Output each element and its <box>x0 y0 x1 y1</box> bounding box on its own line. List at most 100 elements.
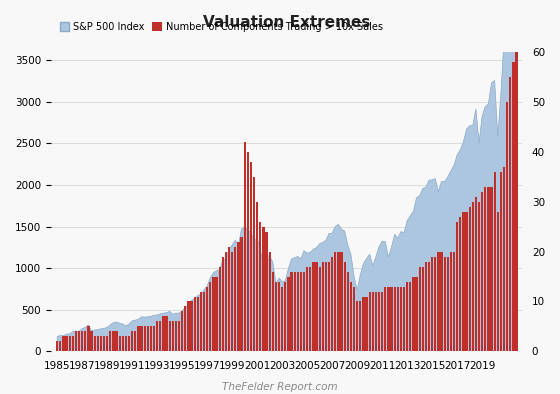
Bar <box>509 77 511 351</box>
Bar <box>453 252 455 351</box>
Bar <box>206 286 208 351</box>
Bar <box>372 292 374 351</box>
Bar <box>113 331 115 351</box>
Bar <box>162 316 165 351</box>
Bar <box>463 212 465 351</box>
Bar <box>312 262 315 351</box>
Bar <box>440 252 442 351</box>
Bar <box>225 252 227 351</box>
Bar <box>87 327 90 351</box>
Bar <box>66 336 68 351</box>
Bar <box>103 336 105 351</box>
Bar <box>353 286 355 351</box>
Bar <box>328 262 330 351</box>
Bar <box>500 172 502 351</box>
Bar <box>147 327 149 351</box>
Bar <box>141 327 143 351</box>
Bar <box>303 271 305 351</box>
Bar <box>159 322 161 351</box>
Bar <box>469 207 471 351</box>
Bar <box>484 187 487 351</box>
Bar <box>309 267 311 351</box>
Bar <box>247 152 249 351</box>
Title: Valuation Extremes: Valuation Extremes <box>203 15 370 30</box>
Bar <box>459 217 461 351</box>
Bar <box>62 336 64 351</box>
Bar <box>169 322 171 351</box>
Bar <box>131 331 133 351</box>
Bar <box>265 232 268 351</box>
Bar <box>306 267 309 351</box>
Bar <box>422 267 424 351</box>
Bar <box>331 256 333 351</box>
Bar <box>381 292 383 351</box>
Bar <box>253 177 255 351</box>
Bar <box>175 322 177 351</box>
Bar <box>188 301 190 351</box>
Text: TheFelder Report.com: TheFelder Report.com <box>222 382 338 392</box>
Bar <box>475 197 477 351</box>
Bar <box>100 336 102 351</box>
Bar <box>75 331 77 351</box>
Bar <box>409 282 412 351</box>
Bar <box>418 267 421 351</box>
Bar <box>366 297 368 351</box>
Bar <box>425 262 427 351</box>
Bar <box>291 271 293 351</box>
Bar <box>250 162 252 351</box>
Bar <box>293 271 296 351</box>
Bar <box>94 336 96 351</box>
Bar <box>287 277 290 351</box>
Bar <box>165 316 167 351</box>
Bar <box>59 342 62 351</box>
Bar <box>375 292 377 351</box>
Bar <box>172 322 174 351</box>
Bar <box>297 271 299 351</box>
Bar <box>143 327 146 351</box>
Bar <box>368 292 371 351</box>
Bar <box>259 222 262 351</box>
Bar <box>91 331 93 351</box>
Bar <box>493 172 496 351</box>
Bar <box>347 271 349 351</box>
Bar <box>434 256 436 351</box>
Bar <box>122 336 124 351</box>
Bar <box>184 307 186 351</box>
Bar <box>506 102 508 351</box>
Bar <box>137 327 139 351</box>
Bar <box>491 187 493 351</box>
Bar <box>388 286 390 351</box>
Bar <box>218 267 221 351</box>
Bar <box>222 256 224 351</box>
Bar <box>275 282 277 351</box>
Bar <box>487 187 489 351</box>
Bar <box>150 327 152 351</box>
Bar <box>269 252 271 351</box>
Bar <box>128 336 130 351</box>
Bar <box>503 167 505 351</box>
Bar <box>481 192 483 351</box>
Bar <box>281 286 283 351</box>
Bar <box>200 292 202 351</box>
Bar <box>444 256 446 351</box>
Bar <box>181 312 183 351</box>
Bar <box>356 301 358 351</box>
Bar <box>390 286 393 351</box>
Bar <box>209 282 212 351</box>
Bar <box>315 262 318 351</box>
Bar <box>394 286 396 351</box>
Bar <box>437 252 440 351</box>
Bar <box>350 282 352 351</box>
Bar <box>412 277 414 351</box>
Bar <box>300 271 302 351</box>
Bar <box>450 252 452 351</box>
Bar <box>403 286 405 351</box>
Bar <box>465 212 468 351</box>
Bar <box>262 227 264 351</box>
Bar <box>240 237 242 351</box>
Bar <box>119 336 121 351</box>
Bar <box>406 282 408 351</box>
Bar <box>84 331 86 351</box>
Bar <box>234 247 236 351</box>
Bar <box>319 267 321 351</box>
